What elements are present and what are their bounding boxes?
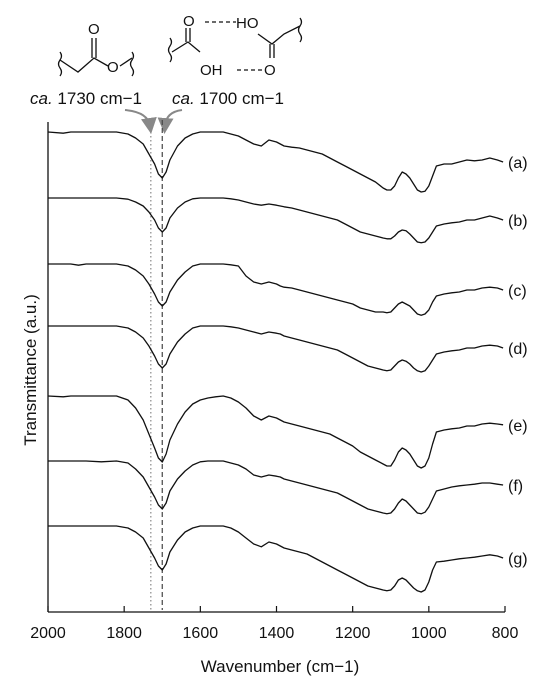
spectrum-label-d: (d) [508,341,528,358]
x-tick-label-1600: 1600 [183,625,219,642]
arrow-1730 [124,109,157,134]
spectrum-label-a: (a) [508,155,528,172]
acid-wavy-bond-left [167,37,173,63]
ester-wavy-bond-right [129,51,135,77]
x-tick-label-1000: 1000 [411,625,447,642]
spectrum-line-e [47,395,504,469]
spectrum-label-e: (e) [508,418,528,435]
annotation-1700-text: 1700 cm−1 [195,89,284,108]
ester-ether-o: O [107,59,119,76]
annotation-1700-italic: ca. [172,89,195,108]
ester-oxygen-link [119,57,133,67]
annotation-1730-italic: ca. [30,89,53,108]
x-tick-label-2000: 2000 [30,625,66,642]
spectrum-line-a [47,131,504,193]
spectrum-label-f: (f) [508,478,523,495]
acid-right-ho: HO [236,15,259,32]
annotation-1730: ca. 1730 cm−1 [30,89,142,108]
annotation-1700: ca. 1700 cm−1 [172,89,284,108]
spectrum-line-d [48,325,504,373]
spectrum-line-g [48,525,504,593]
x-axis-title: Wavenumber (cm−1) [201,657,360,676]
spectrum-line-c [48,263,504,316]
acid-dimer-structure [167,17,303,71]
ester-backbone [59,57,109,73]
ester-carbonyl-o: O [88,21,100,38]
spectrum-line-f [48,460,504,515]
y-axis-title: Transmittance (a.u.) [21,294,40,445]
acid-wavy-bond-right [297,17,303,43]
arrow-1700 [157,109,183,134]
ester-structure [57,38,135,77]
acid-right-carbonyl-o: O [264,62,276,79]
x-tick-label-800: 800 [492,625,519,642]
acid-left-carbonyl-o: O [183,13,195,30]
acid-right-backbone [257,25,301,45]
spectrum-label-g: (g) [508,551,528,568]
spectrum-line-b [48,197,504,244]
spectrum-label-b: (b) [508,213,528,230]
x-tick-label-1400: 1400 [259,625,295,642]
ester-wavy-bond-left [57,51,63,77]
spectrum-label-c: (c) [508,283,527,300]
annotation-1730-text: 1730 cm−1 [53,89,142,108]
x-tick-label-1800: 1800 [106,625,142,642]
acid-left-oh: OH [200,62,223,79]
x-tick-label-1200: 1200 [335,625,371,642]
acid-left-backbone [171,41,201,53]
